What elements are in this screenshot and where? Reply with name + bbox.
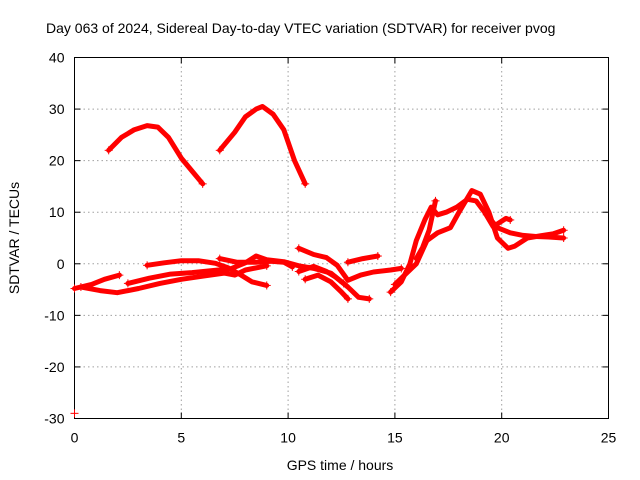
plus-marker: [198, 179, 207, 188]
series-line-arc11: [296, 263, 347, 286]
plus-marker: [397, 264, 406, 273]
plus-marker: [431, 196, 440, 205]
x-tick-label: 5: [177, 430, 185, 446]
y-axis-label: SDTVAR / TECUs: [6, 182, 22, 294]
series-line-arc7: [217, 256, 295, 270]
plus-marker: [412, 254, 421, 263]
plus-marker: [390, 280, 399, 289]
plus-marker: [76, 282, 85, 291]
data-series: [70, 104, 568, 418]
plus-marker: [386, 288, 395, 297]
plus-marker: [373, 252, 382, 261]
plus-marker: [123, 279, 132, 288]
plus-marker: [343, 294, 352, 303]
series-line-arc15: [484, 212, 567, 241]
y-tick-label: 0: [57, 256, 65, 272]
series-line-arc9: [302, 272, 351, 302]
plus-marker: [215, 146, 224, 155]
plus-marker: [215, 254, 224, 263]
series-line-arc8: [296, 245, 404, 283]
x-tick-label: 0: [71, 430, 79, 446]
plus-marker: [294, 267, 303, 276]
y-tick-label: 30: [49, 101, 65, 117]
series-line-arc1: [106, 123, 206, 187]
plus-marker: [482, 210, 491, 219]
grid-lines: [74, 57, 609, 419]
plus-marker: [104, 146, 113, 155]
plus-marker: [559, 226, 568, 235]
y-tick-label: -10: [44, 307, 64, 323]
x-tick-label: 15: [387, 430, 403, 446]
x-tick-label: 25: [601, 430, 617, 446]
series-line-arc14: [413, 198, 438, 262]
y-tick-label: 20: [49, 153, 65, 169]
series-line-arc10: [345, 253, 381, 265]
plus-marker: [143, 261, 152, 270]
y-tick-label: 40: [49, 50, 65, 66]
plus-marker: [559, 234, 568, 242]
x-tick-label: 10: [280, 430, 296, 446]
plus-marker: [365, 294, 374, 303]
plot-frame: [74, 57, 609, 419]
y-tick-label: -20: [44, 359, 64, 375]
plus-marker: [339, 279, 348, 288]
plus-marker: [301, 179, 310, 188]
x-tick-label: 20: [494, 430, 510, 446]
y-tick-label: 10: [49, 204, 65, 220]
y-tick-label: -30: [44, 411, 64, 427]
plus-marker: [294, 244, 303, 253]
series-line-arc12: [388, 196, 513, 295]
plus-marker: [70, 284, 79, 293]
series-line-arc5: [144, 258, 270, 288]
axis-ticks: 0 5 10 15 20 25 -30 -20 -10 0 10 20 30 40: [44, 50, 616, 446]
plus-marker: [301, 275, 310, 284]
plus-marker: [288, 262, 297, 271]
outlier-point: [70, 409, 79, 418]
plus-marker: [262, 281, 271, 290]
plus-marker: [343, 258, 352, 267]
series-line-arc2: [217, 104, 308, 187]
x-axis-label: GPS time / hours: [287, 457, 394, 473]
plus-marker: [506, 215, 515, 224]
plus-marker: [115, 271, 124, 280]
chart-title: Day 063 of 2024, Sidereal Day-to-day VTE…: [46, 20, 555, 36]
